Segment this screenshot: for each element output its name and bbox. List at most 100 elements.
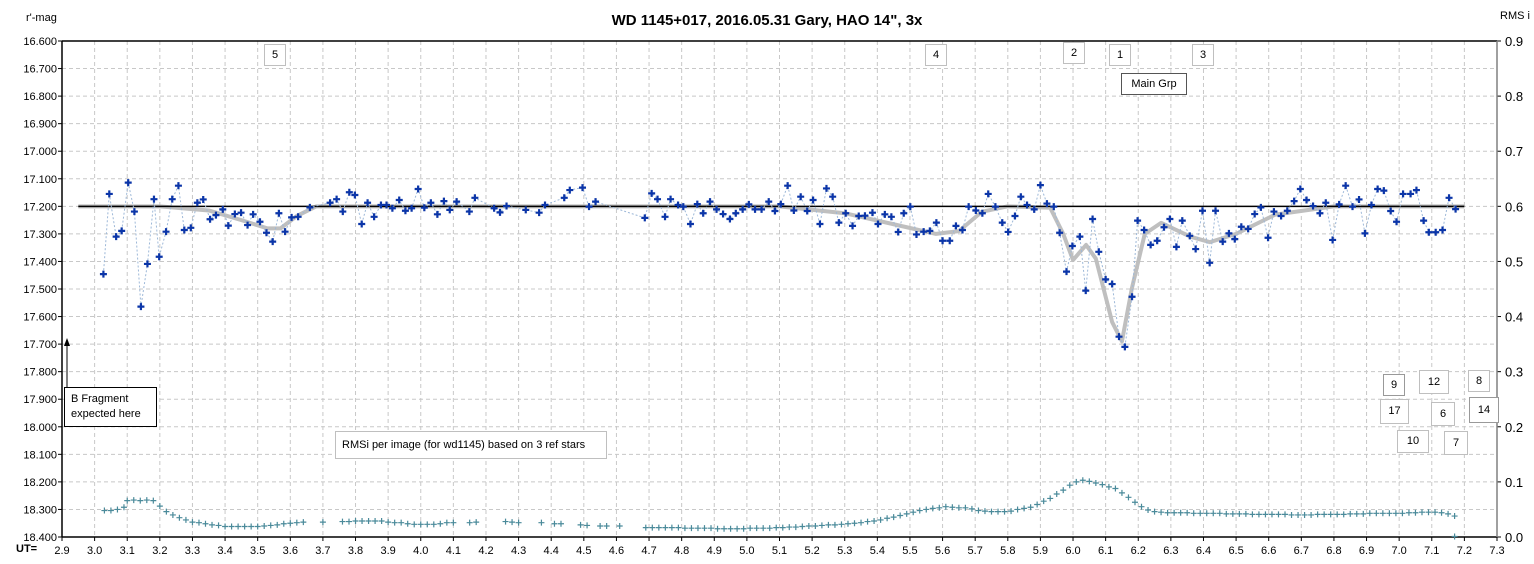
- mag-data-point: [822, 184, 830, 192]
- rms-data-point: [851, 520, 858, 527]
- mag-data-point: [784, 182, 792, 190]
- rms-data-point: [805, 522, 812, 529]
- mag-data-point: [388, 204, 396, 212]
- mag-data-point: [777, 200, 785, 208]
- x-tick-label: 7.3: [1489, 545, 1504, 557]
- x-tick-label: 6.6: [1261, 545, 1276, 557]
- x-tick-label: 4.2: [478, 545, 493, 557]
- fragment-label-7: 7: [1444, 431, 1468, 455]
- rms-data-point: [1236, 510, 1243, 517]
- rms-data-point: [890, 514, 897, 521]
- y-tick-label: 18.000: [23, 422, 57, 434]
- rms-data-point: [858, 519, 865, 526]
- rms-data-point: [818, 522, 825, 529]
- rms-data-point: [668, 524, 675, 531]
- mag-data-point: [1068, 242, 1076, 250]
- rms-data-point: [681, 525, 688, 532]
- mag-data-point: [180, 226, 188, 234]
- rms-data-point: [169, 511, 176, 518]
- rms-data-point: [1392, 510, 1399, 517]
- mag-data-point: [751, 205, 759, 213]
- mag-data-point: [1407, 190, 1415, 198]
- rms-data-point: [1151, 508, 1158, 515]
- rms-data-point: [910, 509, 917, 516]
- mag-data-point: [414, 185, 422, 193]
- rms-data-point: [884, 515, 891, 522]
- rms-data-point: [1171, 509, 1178, 516]
- x-tick-label: 6.9: [1359, 545, 1374, 557]
- mag-data-point: [1166, 215, 1174, 223]
- rms-data-point: [538, 519, 545, 526]
- mag-data-point: [1367, 201, 1375, 209]
- mag-data-point: [674, 201, 682, 209]
- rms-data-point: [228, 523, 235, 530]
- mag-data-point: [1063, 268, 1070, 276]
- rms-data-point: [1158, 509, 1165, 516]
- mag-data-point: [224, 222, 232, 230]
- rms-data-point: [936, 504, 943, 511]
- mag-data-point: [1212, 207, 1220, 215]
- mag-data-point: [206, 215, 214, 223]
- mag-data-point: [958, 226, 966, 234]
- mag-data-point: [726, 215, 734, 223]
- mag-data-point: [1134, 217, 1142, 225]
- rms-data-point: [1053, 491, 1060, 498]
- rms-data-point: [727, 525, 734, 532]
- rms-data-point: [1282, 511, 1289, 518]
- mag-data-point: [1309, 202, 1317, 210]
- rms-data-point: [378, 518, 385, 525]
- rms-data-point: [799, 523, 806, 530]
- mag-data-point: [1264, 234, 1272, 242]
- rms-data-point: [760, 525, 767, 532]
- mag-data-point: [1244, 225, 1252, 233]
- mag-data-point: [699, 209, 707, 217]
- mag-data-point: [1231, 235, 1239, 243]
- rms-data-point: [968, 505, 975, 512]
- mag-data-point: [1342, 182, 1350, 190]
- y-tick-label: 18.200: [23, 477, 57, 489]
- rms-data-point: [202, 520, 209, 527]
- x-tick-label: 7.2: [1457, 545, 1472, 557]
- mag-data-point: [1108, 280, 1116, 288]
- rms-data-point: [1451, 513, 1458, 520]
- x-tick-label: 6.4: [1196, 545, 1211, 557]
- mag-data-point: [1225, 229, 1233, 237]
- rms-data-point: [1432, 509, 1439, 516]
- mag-data-point: [745, 200, 753, 208]
- mag-data-point: [1121, 343, 1129, 351]
- x-tick-label: 6.0: [1065, 545, 1080, 557]
- y-tick-label: 17.500: [23, 284, 57, 296]
- rms-data-point: [182, 516, 189, 523]
- fragment-label-4: 4: [925, 44, 947, 66]
- rms-data-point: [584, 522, 591, 529]
- x-tick-label: 5.1: [772, 545, 787, 557]
- x-tick-label: 5.3: [837, 545, 852, 557]
- rms-data-point: [267, 522, 274, 529]
- mag-data-point: [998, 219, 1006, 227]
- x-tick-label: 4.5: [576, 545, 591, 557]
- x-tick-label: 5.6: [935, 545, 950, 557]
- mag-data-point: [765, 198, 773, 206]
- mag-data-point: [446, 206, 454, 214]
- x-tick-label: 3.8: [348, 545, 363, 557]
- x-tick-label: 5.0: [739, 545, 754, 557]
- main-group-label: Main Grp: [1121, 73, 1187, 95]
- mag-data-point: [294, 213, 302, 221]
- mag-data-point: [306, 203, 314, 211]
- mag-data-point: [1322, 199, 1330, 207]
- mag-data-point: [130, 208, 138, 216]
- mag-data-point: [1017, 193, 1025, 201]
- rms-data-point: [1438, 509, 1445, 516]
- fragment-label-6: 6: [1431, 402, 1455, 426]
- mag-data-point: [471, 194, 479, 202]
- mag-data-point: [641, 214, 649, 222]
- x-tick-label: 5.2: [804, 545, 819, 557]
- rms-data-point: [1184, 509, 1191, 516]
- rms-data-point: [603, 522, 610, 529]
- rms-data-point: [1255, 511, 1262, 518]
- rms-data-point: [597, 522, 604, 529]
- rms-data-point: [1131, 499, 1138, 506]
- rms-data-point: [300, 519, 307, 526]
- mag-data-point: [427, 199, 435, 207]
